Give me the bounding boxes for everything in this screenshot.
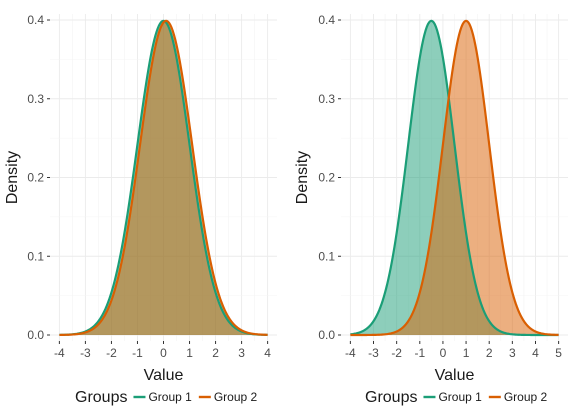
x-tick-label: 3 xyxy=(509,346,516,360)
y-axis-title: Density xyxy=(294,151,311,204)
x-axis-title: Value xyxy=(435,367,475,384)
x-tick-label: 4 xyxy=(264,346,271,360)
chart-panel-1: -4 -3 -2 -1 0 1 2 3 4 0.0 0.1 0.2 0.3 0.4 Value Density… xyxy=(4,13,277,406)
x-tick-label: -3 xyxy=(368,346,379,360)
x-tick-label: 5 xyxy=(555,346,562,360)
x-tick-label: 0 xyxy=(160,346,167,360)
x-tick-label: -3 xyxy=(80,346,91,360)
density-area-group-2 xyxy=(59,20,268,335)
y-tick-label: 0.2 xyxy=(27,171,44,185)
legend-title: Groups xyxy=(75,389,127,406)
x-tick-label: 3 xyxy=(238,346,245,360)
legend-label: Group 2 xyxy=(504,390,548,404)
x-tick-label: 1 xyxy=(463,346,470,360)
x-axis-title: Value xyxy=(144,367,184,384)
legend-label: Group 1 xyxy=(438,390,482,404)
y-tick-label: 0.4 xyxy=(27,13,44,27)
x-tick-label: -2 xyxy=(106,346,117,360)
y-tick-label: 0.1 xyxy=(27,249,44,263)
y-tick-label: 0.0 xyxy=(27,328,44,342)
legend-label: Group 2 xyxy=(214,390,258,404)
x-tick-label: 2 xyxy=(486,346,493,360)
x-tick-label: -1 xyxy=(414,346,425,360)
x-tick-label: 1 xyxy=(186,346,193,360)
x-tick-label: 0 xyxy=(440,346,447,360)
density-area-group-2 xyxy=(350,20,559,336)
x-tick-label: -4 xyxy=(345,346,356,360)
density-line-group-1 xyxy=(59,19,268,336)
density-line-group-2 xyxy=(350,19,559,337)
density-line-group-2 xyxy=(59,19,268,337)
chart-panel-2: -4 -3 -2 -1 0 1 2 3 4 5 0.0 0.1 0.2 0.3 0.4 Value Densit… xyxy=(294,13,568,406)
y-tick-label: 0.4 xyxy=(318,13,335,27)
y-axis-title: Density xyxy=(4,151,21,204)
y-tick-label: 0.0 xyxy=(318,328,335,342)
y-tick-label: 0.3 xyxy=(318,92,335,106)
legend-title: Groups xyxy=(365,389,417,406)
legend: Groups Group 1 Group 2 xyxy=(365,389,548,406)
y-tick-label: 0.2 xyxy=(318,171,335,185)
x-tick-label: 4 xyxy=(532,346,539,360)
legend: Groups Group 1 Group 2 xyxy=(75,389,258,406)
y-tick-label: 0.3 xyxy=(27,92,44,106)
density-line-group-1 xyxy=(350,19,559,337)
x-tick-label: -4 xyxy=(54,346,65,360)
x-tick-label: 2 xyxy=(212,346,219,360)
x-tick-label: -1 xyxy=(132,346,143,360)
x-tick-label: -2 xyxy=(391,346,402,360)
y-tick-label: 0.1 xyxy=(318,249,335,263)
legend-label: Group 1 xyxy=(148,390,192,404)
